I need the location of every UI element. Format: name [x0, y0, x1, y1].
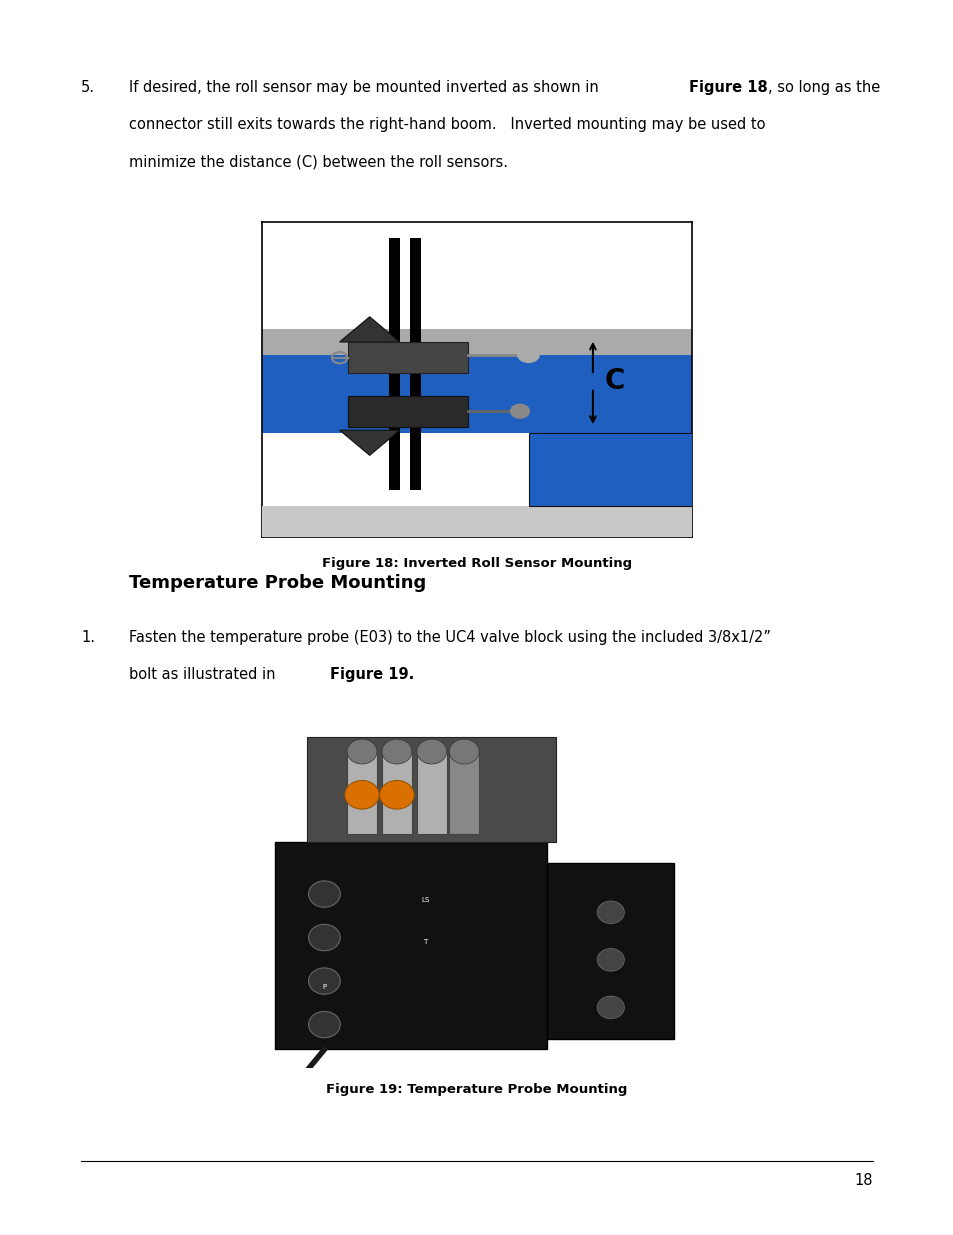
Circle shape	[381, 739, 412, 764]
Text: LS: LS	[420, 898, 429, 903]
Circle shape	[308, 881, 340, 908]
Text: T: T	[422, 939, 427, 945]
Text: minimize the distance (C) between the roll sensors.: minimize the distance (C) between the ro…	[129, 154, 507, 169]
Text: 1.: 1.	[81, 630, 95, 645]
Text: P: P	[322, 984, 326, 990]
Bar	[416, 752, 446, 834]
Bar	[410, 238, 421, 490]
Text: Temperature Probe Mounting: Temperature Probe Mounting	[129, 574, 426, 593]
Text: Figure 18: Inverted Roll Sensor Mounting: Figure 18: Inverted Roll Sensor Mounting	[321, 557, 632, 571]
Bar	[262, 330, 691, 354]
Text: bolt as illustrated in: bolt as illustrated in	[129, 667, 279, 682]
Text: Figure 18: Figure 18	[688, 80, 767, 95]
Bar	[528, 433, 691, 506]
Text: Figure 19.: Figure 19.	[330, 667, 414, 682]
Circle shape	[510, 404, 529, 419]
Polygon shape	[339, 430, 399, 456]
Bar	[347, 752, 376, 834]
Bar	[381, 752, 412, 834]
Text: 5.: 5.	[81, 80, 95, 95]
Circle shape	[344, 781, 379, 809]
Text: , so long as the: , so long as the	[767, 80, 879, 95]
Circle shape	[308, 1011, 340, 1037]
Bar	[307, 737, 556, 842]
Bar	[449, 752, 478, 834]
Circle shape	[517, 347, 538, 362]
Text: Figure 19: Temperature Probe Mounting: Figure 19: Temperature Probe Mounting	[326, 1083, 627, 1097]
Text: If desired, the roll sensor may be mounted inverted as shown in: If desired, the roll sensor may be mount…	[129, 80, 602, 95]
Text: 18: 18	[854, 1173, 872, 1188]
Circle shape	[416, 739, 446, 764]
Bar	[348, 342, 468, 373]
Bar	[262, 433, 691, 537]
Circle shape	[449, 739, 478, 764]
Circle shape	[597, 997, 624, 1019]
Circle shape	[347, 739, 376, 764]
Bar	[262, 354, 691, 433]
Circle shape	[308, 968, 340, 994]
Text: Fasten the temperature probe (E03) to the UC4 valve block using the included 3/8: Fasten the temperature probe (E03) to th…	[129, 630, 770, 645]
Bar	[262, 222, 691, 342]
Text: C: C	[603, 367, 624, 395]
Bar	[348, 395, 468, 427]
Text: connector still exits towards the right-hand boom.   Inverted mounting may be us: connector still exits towards the right-…	[129, 117, 764, 132]
Circle shape	[379, 781, 414, 809]
Bar	[389, 238, 399, 490]
Bar	[547, 863, 674, 1039]
Circle shape	[308, 924, 340, 951]
Polygon shape	[339, 317, 399, 342]
Circle shape	[597, 948, 624, 971]
Bar	[262, 506, 691, 537]
Circle shape	[597, 902, 624, 924]
Bar	[275, 842, 547, 1050]
